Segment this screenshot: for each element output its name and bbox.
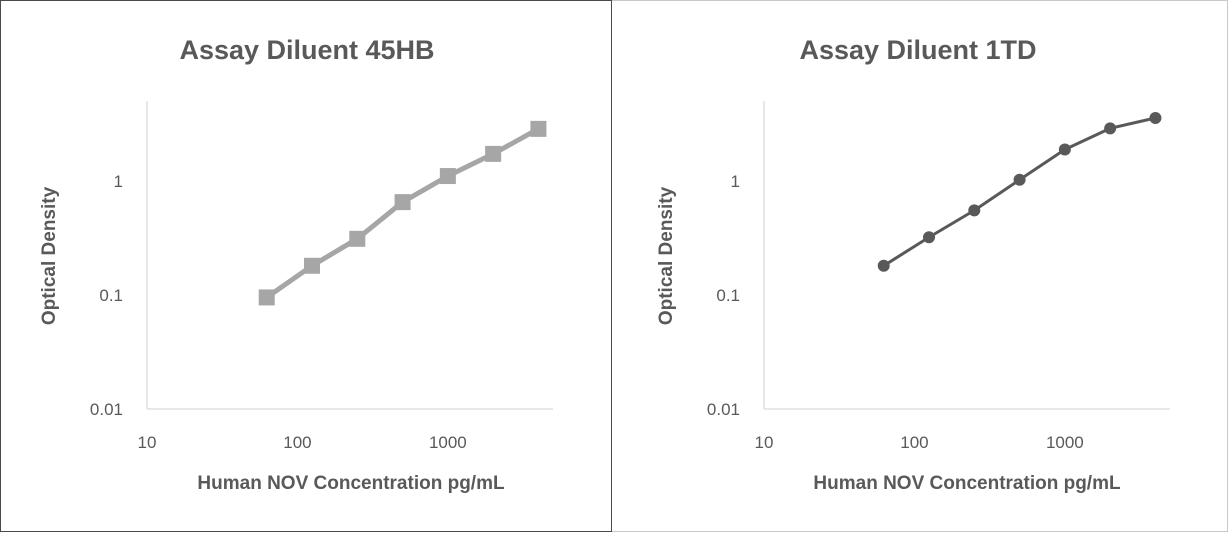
y-tick-label: 0.01 bbox=[707, 400, 740, 419]
series bbox=[877, 111, 1162, 272]
data-point bbox=[1104, 122, 1117, 135]
y-tick-label: 1 bbox=[114, 172, 123, 191]
chart-panel-1td: Assay Diluent 1TD Human NOV Concentratio… bbox=[612, 0, 1228, 532]
data-point bbox=[349, 230, 366, 247]
y-tick-label: 0.1 bbox=[716, 286, 740, 305]
data-point bbox=[530, 120, 547, 137]
x-tick-label: 10 bbox=[755, 433, 774, 452]
x-tick-label: 100 bbox=[900, 433, 928, 452]
data-point bbox=[439, 168, 456, 185]
series bbox=[258, 120, 547, 306]
data-point bbox=[1149, 111, 1162, 124]
data-point bbox=[304, 257, 321, 274]
x-tick-label: 10 bbox=[138, 433, 157, 452]
data-point bbox=[1013, 173, 1026, 186]
data-point bbox=[877, 259, 890, 272]
y-axis-label: Optical Density bbox=[656, 186, 677, 325]
data-point bbox=[968, 204, 981, 217]
data-point bbox=[394, 194, 411, 211]
axes bbox=[146, 101, 553, 410]
x-tick-label: 1000 bbox=[429, 433, 467, 452]
tick-labels: 10 100 1000 0.01 0.1 1 bbox=[707, 172, 1084, 452]
x-axis-label: Human NOV Concentration pg/mL bbox=[813, 473, 1121, 494]
data-point bbox=[485, 145, 502, 162]
chart-45hb: Assay Diluent 45HB Human NOV Concentrati… bbox=[39, 35, 553, 494]
chart-title: Assay Diluent 45HB bbox=[179, 35, 434, 65]
chart-title: Assay Diluent 1TD bbox=[799, 35, 1036, 65]
y-tick-label: 1 bbox=[731, 172, 740, 191]
tick-labels: 10 100 1000 0.01 0.1 1 bbox=[90, 172, 467, 452]
data-point bbox=[923, 231, 936, 244]
chart-panel-45hb: Assay Diluent 45HB Human NOV Concentrati… bbox=[0, 0, 612, 532]
data-point bbox=[258, 289, 275, 306]
axes bbox=[763, 101, 1170, 410]
x-axis-label: Human NOV Concentration pg/mL bbox=[197, 473, 505, 494]
y-axis-label: Optical Density bbox=[39, 186, 60, 325]
y-tick-label: 0.1 bbox=[99, 286, 123, 305]
x-tick-label: 100 bbox=[283, 433, 311, 452]
series-line bbox=[882, 116, 1156, 268]
y-tick-label: 0.01 bbox=[90, 400, 123, 419]
x-tick-label: 1000 bbox=[1046, 433, 1084, 452]
data-point bbox=[1058, 143, 1071, 156]
chart-1td: Assay Diluent 1TD Human NOV Concentratio… bbox=[656, 35, 1170, 494]
